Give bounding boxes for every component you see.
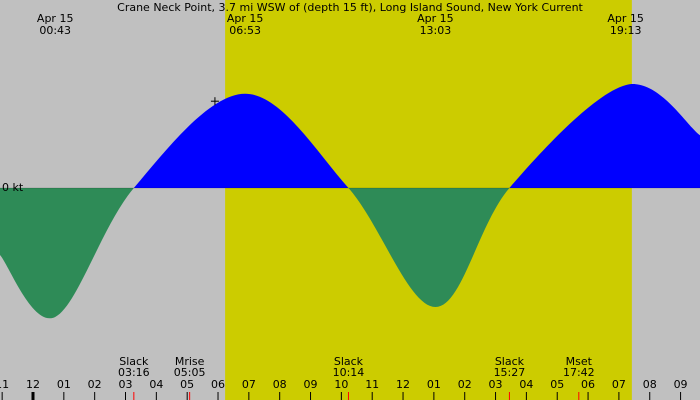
flood-area xyxy=(0,84,700,188)
x-tick-label: 02 xyxy=(458,378,472,391)
event-time: 17:42 xyxy=(563,366,595,379)
x-tick-label: 06 xyxy=(581,378,595,391)
x-tick-label: 12 xyxy=(26,378,40,391)
x-tick-label: 10 xyxy=(334,378,348,391)
x-tick-label: 05 xyxy=(550,378,564,391)
event-time: 15:27 xyxy=(494,366,526,379)
extreme-time: 13:03 xyxy=(420,24,452,37)
x-tick-label: 09 xyxy=(304,378,318,391)
event-time: 05:05 xyxy=(174,366,206,379)
x-tick-label: 11 xyxy=(365,378,379,391)
extreme-time: 06:53 xyxy=(229,24,261,37)
event-label: Slack xyxy=(334,355,364,368)
x-tick-label: 03 xyxy=(489,378,503,391)
x-tick-label: 04 xyxy=(519,378,533,391)
event-label: Slack xyxy=(495,355,525,368)
x-tick-label: 02 xyxy=(88,378,102,391)
x-tick-label: 09 xyxy=(674,378,688,391)
y-tick-label: 0 kt xyxy=(2,181,24,194)
x-tick-label: 11 xyxy=(0,378,9,391)
x-tick-label: 01 xyxy=(57,378,71,391)
x-tick-label: 03 xyxy=(119,378,133,391)
event-time: 03:16 xyxy=(118,366,150,379)
x-tick-label: 07 xyxy=(612,378,626,391)
x-tick-label: 08 xyxy=(643,378,657,391)
extreme-date: Apr 15 xyxy=(37,12,74,25)
x-tick-label: 12 xyxy=(396,378,410,391)
extreme-date: Apr 15 xyxy=(227,12,264,25)
event-label: Mrise xyxy=(175,355,205,368)
now-marker xyxy=(210,97,219,106)
extreme-time: 19:13 xyxy=(610,24,642,37)
extreme-time: 00:43 xyxy=(39,24,71,37)
event-time: 10:14 xyxy=(333,366,365,379)
ebb-area xyxy=(0,188,700,319)
chart-title: Crane Neck Point, 3.7 mi WSW of (depth 1… xyxy=(117,1,583,14)
event-label: Mset xyxy=(566,355,593,368)
x-tick-label: 06 xyxy=(211,378,225,391)
x-tick-label: 07 xyxy=(242,378,256,391)
event-label: Slack xyxy=(119,355,149,368)
x-tick-label: 08 xyxy=(273,378,287,391)
x-tick-label: 05 xyxy=(180,378,194,391)
extreme-date: Apr 15 xyxy=(417,12,454,25)
x-tick-label: 04 xyxy=(149,378,163,391)
extreme-date: Apr 15 xyxy=(607,12,644,25)
x-tick-label: 01 xyxy=(427,378,441,391)
